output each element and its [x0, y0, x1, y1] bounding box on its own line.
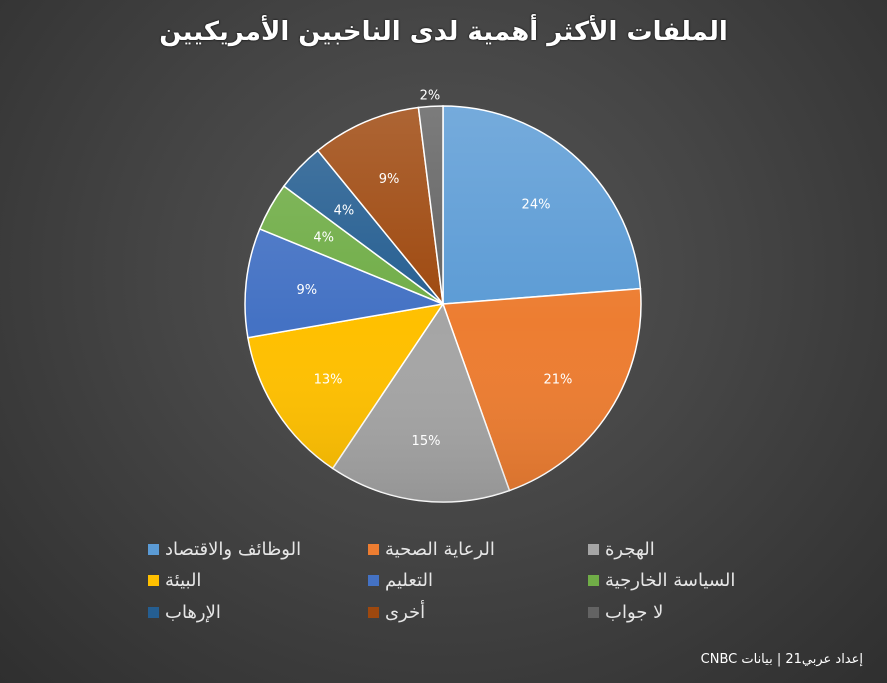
legend-swatch	[588, 606, 599, 618]
legend-label: أخرى	[385, 601, 426, 623]
legend-item: أخرى	[368, 600, 425, 624]
legend-swatch	[148, 606, 159, 618]
legend-label: البيئة	[165, 569, 202, 591]
legend-item: البيئة	[148, 568, 201, 592]
legend-swatch	[368, 574, 379, 586]
legend-label: الوظائف والاقتصاد	[165, 538, 302, 560]
slice-data-label: 9%	[379, 172, 400, 187]
legend-item: الهجرة	[588, 537, 655, 561]
source-note: إعداد عربي21 | بيانات CNBC	[700, 652, 863, 667]
legend-label: التعليم	[385, 569, 433, 591]
legend-swatch	[368, 606, 379, 618]
legend-swatch	[148, 574, 159, 586]
slice-data-label: 24%	[522, 197, 551, 212]
slice-data-label: 9%	[296, 283, 317, 298]
legend-item: الرعاية الصحية	[368, 537, 495, 561]
slice-data-label: 4%	[334, 203, 355, 218]
legend-swatch	[368, 543, 379, 555]
legend-item: السياسة الخارجية	[588, 568, 735, 592]
slice-data-label: 15%	[412, 434, 441, 449]
legend-label: الهجرة	[605, 538, 655, 560]
legend-label: الإرهاب	[165, 601, 221, 623]
legend-item: الإرهاب	[148, 600, 221, 624]
legend-label: لا جواب	[605, 601, 664, 623]
legend-swatch	[588, 574, 599, 586]
slice-data-label: 21%	[543, 373, 572, 388]
slice-data-label: 13%	[314, 373, 343, 388]
legend-item: التعليم	[368, 568, 433, 592]
legend-swatch	[588, 543, 599, 555]
legend-label: الرعاية الصحية	[385, 538, 495, 560]
slice-data-label: 4%	[313, 231, 334, 246]
legend-label: السياسة الخارجية	[605, 569, 736, 591]
slice-data-label: 2%	[420, 88, 441, 103]
chart-title: الملفات الأكثر أهمية لدى الناخبين الأمري…	[159, 17, 728, 47]
legend-item: الوظائف والاقتصاد	[148, 537, 301, 561]
legend-swatch	[148, 543, 159, 555]
legend-item: لا جواب	[588, 600, 663, 624]
